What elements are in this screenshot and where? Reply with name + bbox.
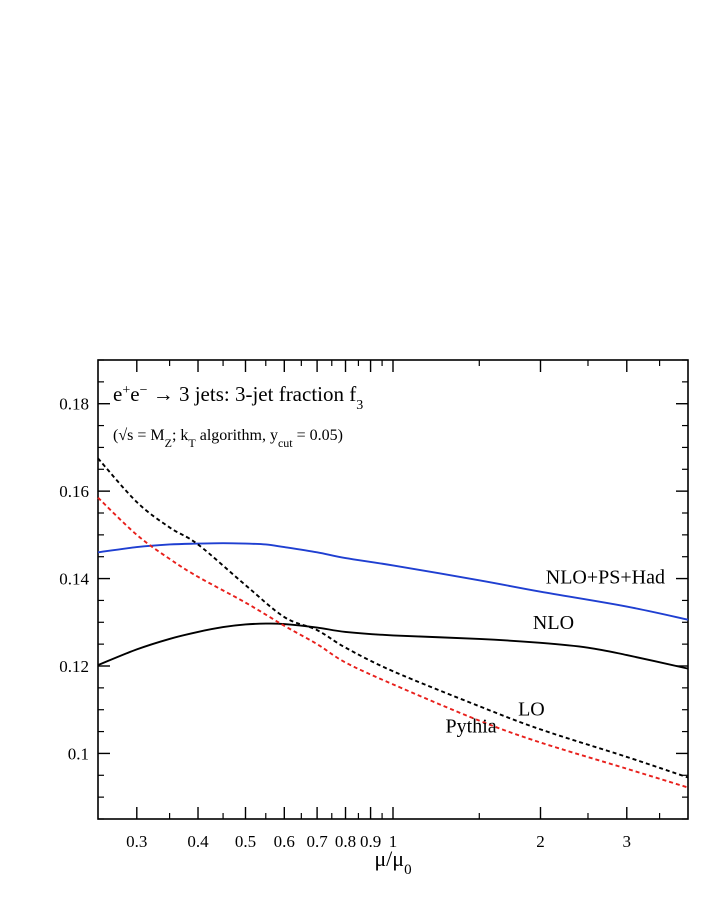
series-label-pythia: Pythia — [446, 715, 497, 737]
x-tick-label: 0.8 — [335, 832, 356, 851]
x-tick-label: 1 — [389, 832, 398, 851]
x-tick-label: 0.6 — [274, 832, 295, 851]
series-labels: NLO+PS+Had NLO LO Pythia — [446, 566, 665, 737]
series-lines — [97, 457, 689, 789]
y-tick-label: 0.1 — [68, 744, 89, 763]
y-tick-label: 0.16 — [59, 482, 89, 501]
series-line-lo — [97, 457, 689, 779]
tick-labels: 0.1 0.12 0.14 0.16 0.18 0.3 0.4 0.5 0.6 0.7 0.8 0.9… — [59, 395, 631, 851]
x-axis-label: μ/μ0 — [374, 846, 411, 878]
chart-title: e+e− → 3 jets: 3-jet fraction f3 — [113, 382, 363, 413]
series-line-nlo-ps-had — [97, 542, 689, 621]
series-label-nlo: NLO — [533, 612, 574, 634]
x-tick-label: 0.5 — [235, 832, 256, 851]
series-label-lo: LO — [518, 698, 545, 720]
x-tick-label: 0.4 — [187, 832, 209, 851]
y-tick-label: 0.14 — [59, 570, 89, 589]
y-tick-label: 0.18 — [59, 395, 89, 414]
y-tick-label: 0.12 — [59, 657, 89, 676]
series-label-nlo-ps-had: NLO+PS+Had — [546, 566, 665, 588]
x-tick-label: 0.3 — [126, 832, 147, 851]
x-tick-label: 0.9 — [360, 832, 381, 851]
series-line-nlo — [97, 622, 689, 670]
series-line-pythia — [97, 497, 689, 789]
x-tick-label: 3 — [623, 832, 632, 851]
x-tick-label: 0.7 — [306, 832, 328, 851]
chart-subtitle: (√s = MZ; kT algorithm, ycut = 0.05) — [113, 427, 343, 450]
x-tick-label: 2 — [536, 832, 545, 851]
